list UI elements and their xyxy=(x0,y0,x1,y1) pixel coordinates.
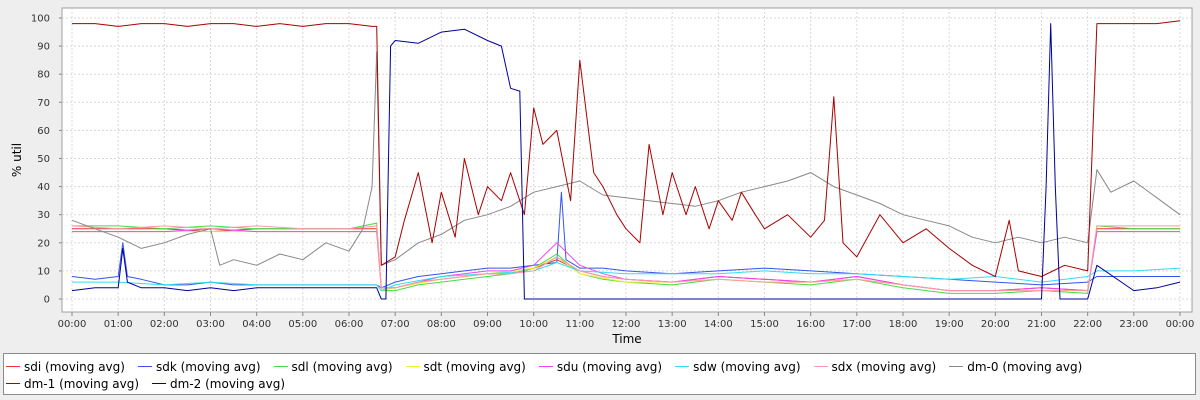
grid-lines xyxy=(62,8,1192,312)
series-line-dm-2 xyxy=(71,23,1181,300)
legend-label: sdk (moving avg) xyxy=(155,359,261,374)
legend-swatch xyxy=(538,366,553,367)
y-axis-title: % util xyxy=(10,143,24,177)
legend-label: sdw (moving avg) xyxy=(693,359,801,374)
x-tick-label: 21:00 xyxy=(1027,319,1056,330)
legend-item-sdx: sdx (moving avg) xyxy=(813,358,937,375)
series-line-dm-0 xyxy=(71,51,1181,266)
x-axis-title: Time xyxy=(611,332,641,346)
legend-item-sdk: sdk (moving avg) xyxy=(137,358,261,375)
series-line-sdx xyxy=(71,225,1180,292)
legend-swatch xyxy=(405,366,420,367)
x-tick-label: 16:00 xyxy=(796,319,825,330)
x-tick-label: 14:00 xyxy=(704,319,733,330)
x-tick-label: 00:00 xyxy=(58,319,87,330)
x-tick-label: 08:00 xyxy=(427,319,456,330)
x-tick-label: 15:00 xyxy=(750,319,779,330)
legend-swatch xyxy=(6,383,20,384)
legend-item-sdt: sdt (moving avg) xyxy=(405,358,526,375)
legend-item-dm-2: dm-2 (moving avg) xyxy=(152,375,285,392)
y-tick-label: 50 xyxy=(37,154,50,165)
x-tick-label: 01:00 xyxy=(104,319,133,330)
legend-label: sdx (moving avg) xyxy=(831,359,937,374)
x-tick-label: 04:00 xyxy=(242,319,271,330)
y-tick-label: 70 xyxy=(37,98,50,109)
x-tick-label: 03:00 xyxy=(196,319,225,330)
x-tick-label: 02:00 xyxy=(150,319,179,330)
x-tick-label: 23:00 xyxy=(1119,319,1148,330)
y-tick-label: 40 xyxy=(37,182,50,193)
legend-swatch xyxy=(949,366,964,367)
x-tick-label: 13:00 xyxy=(658,319,687,330)
x-tick-label: 05:00 xyxy=(288,319,317,330)
legend-item-sdw: sdw (moving avg) xyxy=(675,358,801,375)
y-tick-label: 100 xyxy=(31,14,50,25)
x-tick-label: 18:00 xyxy=(889,319,918,330)
legend-item-sdi: sdi (moving avg) xyxy=(6,358,125,375)
series-line-dm-1 xyxy=(72,20,1181,277)
x-tick-label: 12:00 xyxy=(612,319,641,330)
y-tick-label: 80 xyxy=(37,70,50,81)
y-tick-label: 60 xyxy=(37,126,50,137)
legend-label: sdl (moving avg) xyxy=(291,359,393,374)
legend-label: sdu (moving avg) xyxy=(556,359,663,374)
legend-swatch xyxy=(6,366,20,367)
legend-swatch xyxy=(675,366,690,367)
legend-swatch xyxy=(152,383,167,384)
y-tick-label: 0 xyxy=(44,295,50,306)
y-tick-label: 10 xyxy=(37,266,50,277)
legend-swatch xyxy=(137,366,152,367)
axes: 0 10 20 30 40 50 60 70 80 90 100 00:00 01:00 02:00 03:… xyxy=(31,14,1195,331)
legend-item-dm-1: dm-1 (moving avg) xyxy=(6,375,139,392)
legend-item-sdu: sdu (moving avg) xyxy=(538,358,663,375)
legend-label: sdi (moving avg) xyxy=(24,359,125,374)
legend-swatch xyxy=(273,366,288,367)
x-tick-label: 00:00 xyxy=(1166,319,1195,330)
x-tick-label: 10:00 xyxy=(519,319,548,330)
y-tick-label: 20 xyxy=(37,238,50,249)
legend-label: dm-1 (moving avg) xyxy=(24,376,140,391)
line-chart: 0 10 20 30 40 50 60 70 80 90 100 00:00 01:00 02:00 03:… xyxy=(10,7,1195,346)
x-tick-label: 22:00 xyxy=(1073,319,1102,330)
legend-label: sdt (moving avg) xyxy=(423,359,526,374)
x-tick-label: 09:00 xyxy=(473,319,502,330)
series-lines xyxy=(71,20,1181,300)
x-tick-label: 11:00 xyxy=(565,319,594,330)
x-tick-label: 07:00 xyxy=(381,319,410,330)
x-tick-label: 17:00 xyxy=(842,319,871,330)
legend-item-sdl: sdl (moving avg) xyxy=(273,358,393,375)
legend-swatch xyxy=(813,366,828,367)
legend-label: dm-2 (moving avg) xyxy=(170,376,286,391)
chart-legend: sdi (moving avg) sdk (moving avg) sdl (mov… xyxy=(3,353,1196,395)
y-tick-label: 90 xyxy=(37,42,50,53)
x-tick-label: 06:00 xyxy=(335,319,364,330)
x-tick-label: 20:00 xyxy=(981,319,1010,330)
y-tick-label: 30 xyxy=(37,210,50,221)
plot-area xyxy=(61,7,1193,313)
legend-item-dm-0: dm-0 (moving avg) xyxy=(949,358,1082,375)
x-tick-label: 19:00 xyxy=(935,319,964,330)
legend-label: dm-0 (moving avg) xyxy=(967,359,1083,374)
